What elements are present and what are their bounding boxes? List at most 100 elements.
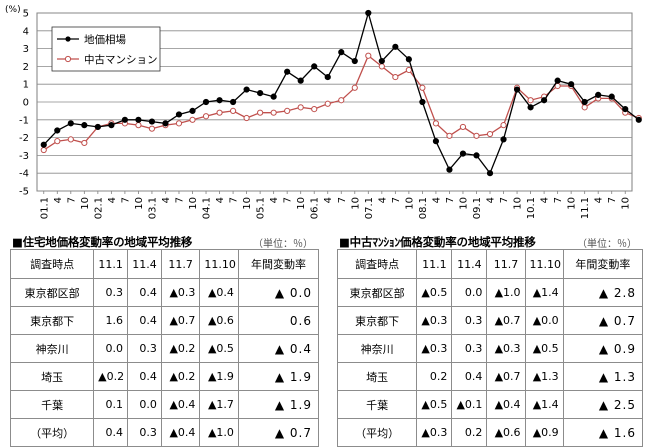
region-label: 神奈川	[9, 334, 95, 363]
table-row: 埼玉 0.2 0.4 ▲0.7 ▲1.3 ▲ 1.3	[336, 362, 644, 391]
data-point	[459, 123, 467, 131]
data-point	[365, 9, 372, 17]
annual-change-cell: ▲ 1.3	[562, 362, 644, 391]
x-tick-label: 7	[607, 197, 618, 203]
value-cell: ▲0.3	[416, 306, 453, 335]
value-cell: ▲0.4	[160, 390, 201, 419]
region-label: 東京都下	[9, 306, 95, 335]
value-cell: 0.4	[93, 418, 129, 447]
annual-change-cell: ▲ 0.9	[562, 334, 644, 363]
value-cell: ▲0.9	[524, 418, 564, 447]
data-point	[297, 77, 304, 84]
y-axis-label: (%)	[5, 5, 21, 15]
table-row: 東京都下 ▲0.3 0.3 ▲0.7 ▲0.0 ▲ 0.7	[336, 306, 644, 335]
data-point	[216, 97, 223, 104]
x-tick-label: 7	[337, 197, 348, 203]
value-cell: ▲1.4	[524, 390, 564, 419]
data-point	[581, 98, 588, 106]
data-point	[419, 84, 426, 91]
x-tick-label: 10	[242, 197, 253, 210]
x-tick-label: 07.1	[364, 197, 375, 219]
data-point	[338, 49, 345, 56]
legend-label: 地価相場	[84, 33, 126, 46]
x-tick-label: 09.1	[472, 197, 483, 219]
data-point	[40, 146, 47, 154]
y-tick-label: 5	[23, 9, 29, 20]
x-tick-label: 02.1	[93, 197, 104, 219]
value-cell: 0.3	[127, 334, 162, 363]
x-tick-label: 7	[553, 197, 564, 203]
data-point	[324, 73, 331, 81]
data-point	[270, 93, 277, 100]
x-tick-label: 06.1	[310, 197, 321, 219]
value-cell: ▲0.2	[160, 362, 201, 391]
region-label: 千葉	[9, 390, 95, 419]
x-tick-label: 4	[107, 197, 118, 203]
data-point	[243, 114, 250, 122]
data-point	[351, 84, 358, 91]
annual-change-cell: ▲ 0.7	[237, 418, 320, 447]
data-point	[189, 116, 196, 123]
x-tick-label: 10.1	[526, 197, 537, 219]
data-point	[473, 152, 480, 159]
table-header-cell: 調査時点	[336, 249, 418, 279]
table-header-cell: 11.10	[199, 249, 239, 279]
value-cell: ▲0.4	[199, 278, 239, 307]
data-point	[459, 150, 467, 157]
data-point	[311, 63, 318, 70]
value-cell: ▲0.5	[524, 334, 564, 363]
x-tick-label: 4	[161, 197, 172, 203]
value-cell: 0.4	[127, 362, 162, 391]
table-header-cell: 年間変動率	[237, 249, 320, 279]
value-cell: ▲0.7	[486, 362, 526, 391]
data-point	[527, 104, 534, 111]
value-cell: ▲0.0	[524, 306, 564, 335]
table-header-cell: 11.1	[416, 249, 453, 279]
data-point	[148, 118, 156, 125]
data-point	[148, 125, 156, 132]
table-title-row: ■住宅地価格変動率の地域平均推移 （単位：％）	[10, 233, 319, 250]
table-header-row: 調査時点 11.1 11.4 11.7 11.10 年間変動率	[336, 249, 644, 279]
table-header-cell: 11.7	[486, 249, 526, 279]
value-cell: ▲1.0	[199, 418, 239, 447]
data-point	[486, 170, 494, 177]
value-cell: 0.0	[127, 390, 162, 419]
data-point	[311, 106, 318, 113]
data-point	[229, 107, 237, 115]
data-point	[432, 120, 440, 127]
x-tick-label: 10	[80, 197, 91, 210]
annual-change-cell: ▲ 1.9	[237, 362, 320, 391]
data-point	[54, 138, 61, 145]
data-point	[54, 127, 61, 134]
data-point	[595, 91, 602, 98]
data-point	[257, 90, 264, 97]
x-tick-label: 7	[120, 197, 131, 203]
x-tick-label: 10	[513, 197, 524, 210]
x-tick-label: 7	[66, 197, 77, 203]
data-point	[284, 107, 291, 115]
region-label: 千葉	[336, 390, 418, 419]
data-point	[94, 123, 101, 131]
data-point	[338, 97, 345, 104]
x-tick-label: 10	[567, 197, 578, 210]
y-tick-label: -3	[19, 151, 29, 162]
data-point	[378, 57, 385, 65]
table-header-cell: 11.1	[93, 249, 129, 279]
value-cell: ▲0.4	[486, 390, 526, 419]
data-point	[351, 57, 358, 65]
data-point	[175, 111, 183, 118]
data-point	[67, 120, 74, 127]
value-cell: ▲1.7	[199, 390, 239, 419]
data-point	[81, 122, 88, 129]
condo-price-table-section: ■中古ﾏﾝｼｮﾝ価格変動率の地域平均推移 （単位：％） 調査時点 11.1 11.4 11…	[336, 233, 644, 447]
value-cell: 0.3	[93, 278, 129, 307]
value-cell: 0.1	[93, 390, 129, 419]
data-point	[608, 93, 615, 100]
region-label: 埼玉	[9, 362, 95, 391]
x-tick-label: 7	[499, 197, 510, 203]
value-cell: ▲1.4	[524, 278, 564, 307]
x-tick-label: 4	[540, 197, 551, 203]
data-point	[513, 86, 521, 93]
table-row: 神奈川 ▲0.3 0.3 ▲0.3 ▲0.5 ▲ 0.9	[336, 334, 644, 363]
